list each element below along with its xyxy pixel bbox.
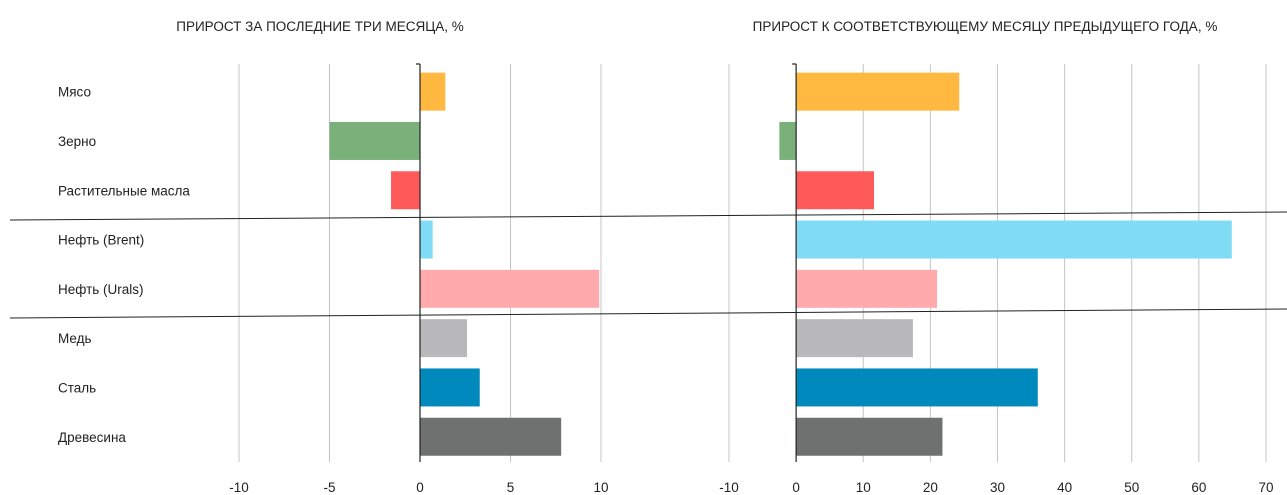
bar-layer [329,72,1232,456]
group-separator-line [9,211,1287,221]
bar-three-month [420,417,562,456]
chart-title-left: ПРИРОСТ ЗА ПОСЛЕДНИЕ ТРИ МЕСЯЦА, % [176,19,464,34]
bar-year-on-year [779,121,797,160]
x-tick-label: 0 [416,480,424,495]
x-tick-label: 20 [923,480,938,495]
group-separator-line [9,308,1287,319]
x-tick-label: 70 [1258,480,1273,495]
bar-three-month [420,220,433,259]
x-tick-label: -10 [719,480,739,495]
bar-year-on-year [796,319,913,358]
bar-three-month [420,72,446,111]
bar-year-on-year [796,269,938,308]
bar-three-month [420,319,468,358]
category-label: Растительные масла [58,183,190,198]
x-tick-label: 5 [507,480,515,495]
bar-year-on-year [796,417,943,456]
category-label: Нефть (Brent) [58,233,144,248]
category-label: Зерно [58,134,96,149]
bar-year-on-year [796,368,1038,407]
x-tick-label: 50 [1124,480,1139,495]
bar-year-on-year [796,72,960,111]
bar-three-month [420,269,600,308]
bar-three-month [329,121,420,160]
x-tick-label: -10 [229,480,249,495]
x-tick-label: 0 [792,480,800,495]
chart-title-right: ПРИРОСТ К СООТВЕТСТВУЮЩЕМУ МЕСЯЦУ ПРЕДЫД… [753,19,1218,34]
x-tick-label: 60 [1191,480,1206,495]
bar-three-month [391,171,420,210]
x-tick-label: 10 [856,480,871,495]
category-label: Сталь [58,380,96,395]
x-tick-label: 40 [1057,480,1072,495]
label-layer: -10 -5 0 5 10 -10 0 10 20 30 40 50 60 70 Мясо Зерно Раст… [58,85,1274,495]
axis-layer [416,63,797,462]
bar-year-on-year [796,220,1232,259]
bar-year-on-year [796,171,874,210]
x-tick-label: 10 [593,480,608,495]
category-label: Древесина [58,430,126,445]
x-tick-label: -5 [323,480,335,495]
bar-three-month [420,368,480,407]
category-label: Нефть (Urals) [58,282,144,297]
x-tick-label: 30 [990,480,1005,495]
category-label: Медь [58,331,92,346]
category-label: Мясо [58,85,91,100]
